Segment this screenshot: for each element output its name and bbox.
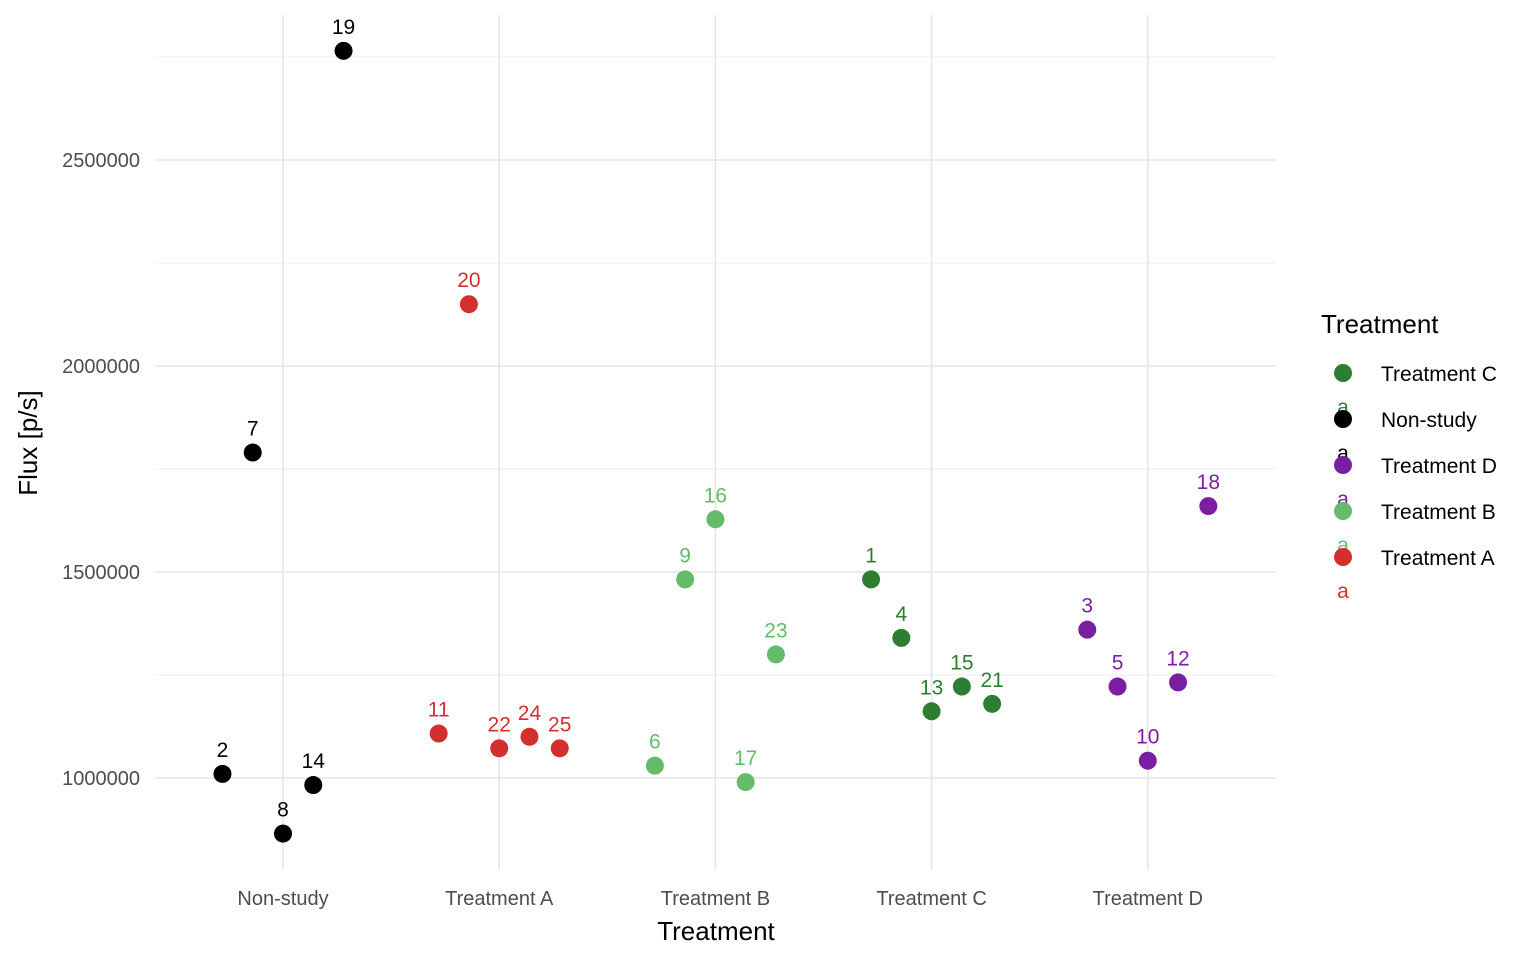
data-point	[952, 677, 971, 696]
data-points	[213, 41, 1218, 843]
x-axis-title: Treatment	[657, 916, 775, 946]
legend-entry-label: Treatment B	[1381, 501, 1496, 524]
data-point	[1199, 497, 1218, 516]
legend-key-point	[1334, 456, 1352, 474]
data-point	[1169, 673, 1188, 692]
data-point	[429, 724, 448, 743]
legend-title: Treatment	[1321, 309, 1439, 339]
y-tick-label: 1000000	[62, 768, 140, 790]
data-point-label: 6	[649, 731, 661, 754]
legend-key-point	[1334, 410, 1352, 428]
legend-key-point	[1334, 548, 1352, 566]
legend-entry-label: Treatment C	[1381, 363, 1497, 386]
data-point	[922, 702, 941, 721]
data-point	[706, 510, 725, 529]
data-point-label: 3	[1081, 595, 1093, 618]
major-gridlines	[155, 15, 1276, 870]
data-point-label: 11	[428, 699, 450, 722]
data-point-label: 16	[704, 484, 727, 507]
legend-entry-label: Treatment A	[1381, 547, 1495, 570]
data-point-labels: 2781419112022242569161723141315213510121…	[217, 16, 1220, 822]
data-point	[676, 570, 695, 589]
data-point-label: 5	[1112, 652, 1124, 675]
data-point	[550, 739, 569, 758]
data-point	[213, 764, 232, 783]
data-point-label: 10	[1136, 726, 1159, 749]
y-tick-label: 2500000	[62, 150, 140, 172]
data-point	[334, 41, 353, 60]
data-point-label: 13	[920, 676, 943, 699]
data-point	[520, 727, 539, 746]
data-point	[766, 645, 785, 664]
data-point-label: 25	[548, 713, 571, 736]
data-point-label: 15	[950, 652, 973, 675]
data-point-label: 1	[865, 544, 877, 567]
x-tick-label: Non-study	[237, 888, 328, 910]
y-tick-label: 1500000	[62, 562, 140, 584]
data-point	[1138, 751, 1157, 770]
data-point-label: 22	[488, 713, 511, 736]
data-point	[1108, 677, 1127, 696]
data-point-label: 2	[217, 739, 229, 762]
data-point-label: 12	[1166, 647, 1189, 670]
data-point	[490, 739, 509, 758]
data-point-label: 7	[247, 418, 259, 441]
legend-key-point	[1334, 502, 1352, 520]
data-point-label: 23	[764, 619, 787, 642]
data-point-label: 4	[895, 603, 907, 626]
data-point-label: 8	[277, 799, 289, 822]
data-point	[274, 824, 292, 843]
data-point	[862, 570, 881, 589]
x-tick-label: Treatment D	[1093, 888, 1203, 910]
data-point	[304, 776, 323, 795]
y-axis-title: Flux [p/s]	[13, 390, 43, 495]
x-tick-label: Treatment B	[661, 888, 770, 910]
data-point	[645, 756, 664, 775]
x-tick-label: Treatment A	[445, 888, 554, 910]
data-point	[243, 443, 262, 462]
legend-key-point	[1334, 364, 1352, 382]
data-point-label: 17	[734, 747, 757, 770]
data-point-label: 24	[518, 702, 542, 725]
data-point-label: 18	[1197, 471, 1220, 494]
legend-entry-label: Non-study	[1381, 409, 1477, 432]
data-point-label: 20	[457, 269, 480, 292]
y-tick-label: 2000000	[62, 356, 140, 378]
data-point	[983, 694, 1002, 713]
x-axis-tick-labels: Non-study Treatment A Treatment B Treatment…	[237, 888, 1203, 910]
data-point-label: 21	[980, 669, 1003, 692]
data-point	[1078, 620, 1097, 639]
data-point	[736, 773, 755, 792]
data-point-label: 14	[302, 750, 326, 773]
data-point-label: 9	[679, 544, 691, 567]
data-point	[892, 628, 911, 647]
x-tick-label: Treatment C	[876, 888, 986, 910]
data-point-label: 19	[332, 16, 355, 39]
y-axis-tick-labels: 1000000 1500000 2000000 2500000	[62, 150, 140, 790]
data-point	[459, 295, 478, 314]
legend-key-text: a	[1337, 580, 1349, 603]
legend-entry-label: Treatment D	[1381, 455, 1497, 478]
